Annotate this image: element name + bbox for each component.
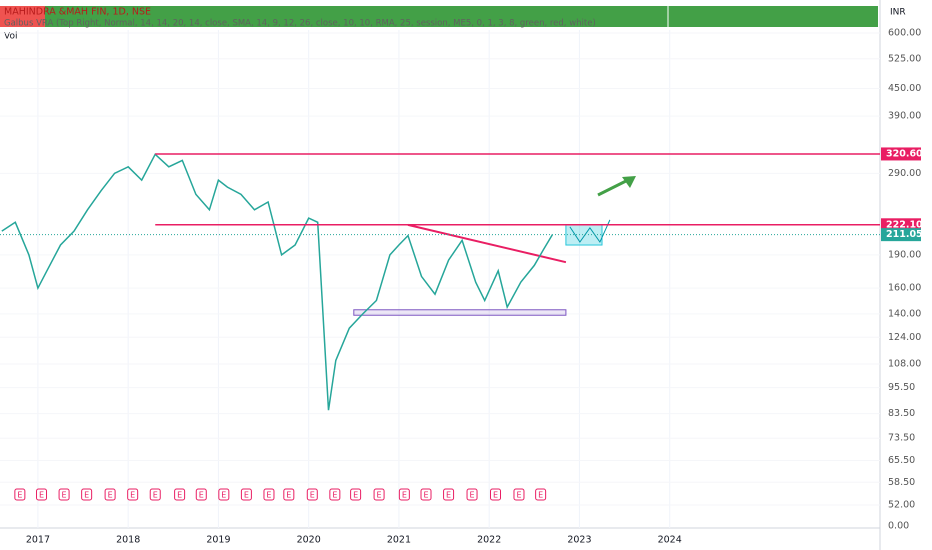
earnings-label: E bbox=[130, 491, 135, 500]
y-tick-label: 83.50 bbox=[888, 408, 915, 419]
earnings-label: E bbox=[332, 491, 337, 500]
earnings-label: E bbox=[423, 491, 428, 500]
arrow bbox=[597, 178, 629, 197]
earnings-marker bbox=[263, 488, 275, 501]
earnings-label: E bbox=[62, 491, 67, 500]
earnings-marker bbox=[127, 488, 139, 501]
earnings-label: E bbox=[286, 491, 291, 500]
earnings-marker bbox=[240, 488, 252, 501]
x-tick-label: 2017 bbox=[26, 535, 50, 546]
level-badge bbox=[881, 147, 921, 161]
earnings-label: E bbox=[493, 491, 498, 500]
y-tick-label: 390.00 bbox=[888, 111, 921, 122]
earnings-marker bbox=[283, 488, 295, 501]
earnings-label: E bbox=[266, 491, 271, 500]
earnings-label: E bbox=[470, 491, 475, 500]
earnings-marker bbox=[149, 488, 161, 501]
earnings-marker bbox=[104, 488, 116, 501]
earnings-label: E bbox=[221, 491, 226, 500]
earnings-marker bbox=[350, 488, 362, 501]
x-tick-label: 2021 bbox=[387, 535, 411, 546]
earnings-marker bbox=[398, 488, 410, 501]
earnings-label: E bbox=[177, 491, 182, 500]
earnings-label: E bbox=[516, 491, 521, 500]
earnings-marker bbox=[443, 488, 455, 501]
earnings-marker bbox=[174, 488, 186, 501]
y-tick-label: 52.00 bbox=[888, 500, 915, 511]
x-tick-label: 2019 bbox=[206, 535, 230, 546]
y-tick-label: 58.50 bbox=[888, 477, 915, 488]
earnings-label: E bbox=[39, 491, 44, 500]
earnings-marker bbox=[329, 488, 341, 501]
y-tick-label: 600.00 bbox=[888, 28, 921, 39]
earnings-marker bbox=[513, 488, 525, 501]
y2-tick-label: 0.00 bbox=[888, 521, 909, 532]
x-tick-label: 2020 bbox=[297, 535, 321, 546]
earnings-label: E bbox=[538, 491, 543, 500]
earnings-marker bbox=[373, 488, 385, 501]
earnings-label: E bbox=[244, 491, 249, 500]
earnings-label: E bbox=[17, 491, 22, 500]
indicator-bar-red bbox=[0, 6, 45, 27]
y-tick-label: 525.00 bbox=[888, 53, 921, 64]
indicator-bar bbox=[0, 6, 878, 27]
y-tick-label: 95.50 bbox=[888, 382, 915, 393]
earnings-label: E bbox=[310, 491, 315, 500]
level-badge bbox=[881, 218, 921, 232]
earnings-marker bbox=[218, 488, 230, 501]
level-label: 320.60 bbox=[886, 148, 923, 159]
y-tick-label: 124.00 bbox=[888, 332, 921, 343]
earnings-marker bbox=[14, 488, 26, 501]
earnings-marker bbox=[195, 488, 207, 501]
earnings-label: E bbox=[402, 491, 407, 500]
support-zone bbox=[353, 309, 567, 316]
earnings-label: E bbox=[84, 491, 89, 500]
y-tick-label: 290.00 bbox=[888, 168, 921, 179]
earnings-label: E bbox=[199, 491, 204, 500]
earnings-marker bbox=[36, 488, 48, 501]
earnings-label: E bbox=[446, 491, 451, 500]
earnings-marker bbox=[81, 488, 93, 501]
earnings-marker bbox=[490, 488, 502, 501]
arrow-head bbox=[622, 176, 636, 188]
currency: INR bbox=[890, 8, 906, 18]
x-tick-label: 2024 bbox=[658, 535, 682, 546]
earnings-marker bbox=[420, 488, 432, 501]
earnings-label: E bbox=[108, 491, 113, 500]
y-tick-label: 450.00 bbox=[888, 83, 921, 94]
earnings-marker bbox=[466, 488, 478, 501]
level-label: 211.05 bbox=[886, 229, 923, 240]
earnings-marker bbox=[58, 488, 70, 501]
x-tick-label: 2023 bbox=[567, 535, 591, 546]
chart-title: MAHINDRA &MAH FIN, 1D, NSE bbox=[4, 7, 151, 18]
level-badge bbox=[881, 228, 921, 242]
x-tick-label: 2022 bbox=[477, 535, 501, 546]
y-tick-label: 160.00 bbox=[888, 283, 921, 294]
earnings-label: E bbox=[353, 491, 358, 500]
earnings-marker bbox=[306, 488, 318, 501]
volume-label: Vol bbox=[4, 32, 17, 42]
earnings-marker bbox=[535, 488, 547, 501]
earnings-label: E bbox=[153, 491, 158, 500]
earnings-label: E bbox=[377, 491, 382, 500]
y-tick-label: 140.00 bbox=[888, 308, 921, 319]
x-tick-label: 2018 bbox=[116, 535, 140, 546]
indicator-text: Galbus VRA (Top Right, Normal, 14, 14, 2… bbox=[4, 19, 596, 29]
target-zone bbox=[565, 224, 603, 246]
price-line bbox=[1, 153, 554, 411]
y-tick-label: 190.00 bbox=[888, 249, 921, 260]
level-label: 222.10 bbox=[886, 219, 923, 230]
y-tick-label: 73.50 bbox=[888, 433, 915, 444]
y-tick-label: 65.50 bbox=[888, 455, 915, 466]
y-tick-label: 108.00 bbox=[888, 358, 921, 369]
